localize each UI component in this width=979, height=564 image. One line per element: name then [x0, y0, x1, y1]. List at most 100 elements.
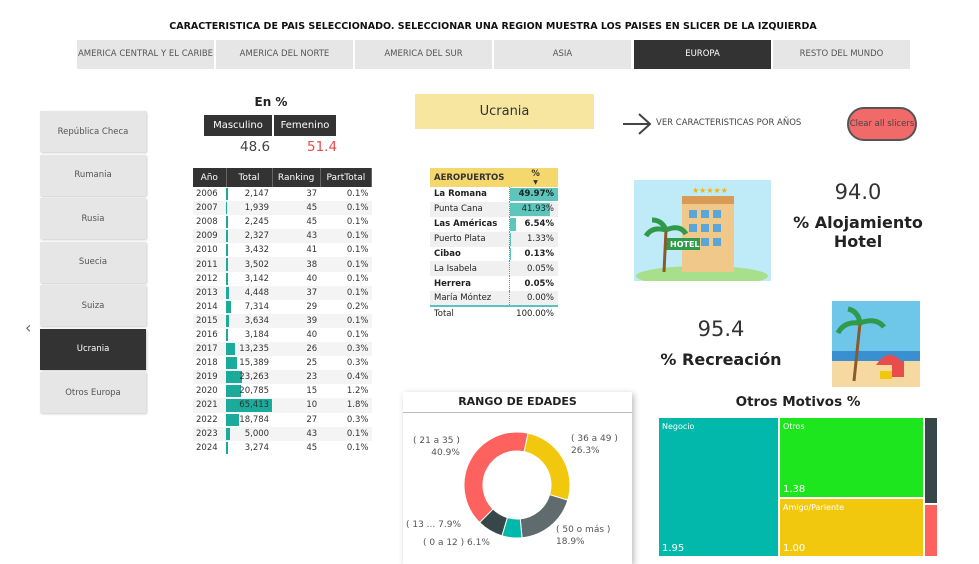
cell: 40 — [306, 329, 318, 340]
cell: 2014 — [196, 301, 218, 312]
cell: 1.2% — [346, 386, 369, 397]
cell: 1.8% — [320, 398, 372, 413]
cell: 0.1% — [346, 245, 369, 256]
cell: 13,235 — [226, 342, 273, 357]
airports-header[interactable]: AEROPUERTOS — [430, 168, 510, 187]
airport-name: Puerto Plata — [430, 231, 510, 247]
column-header[interactable]: PartTotal — [320, 168, 373, 187]
cell: 41 — [306, 245, 318, 256]
region-tab[interactable]: AMERICA DEL SUR — [355, 40, 493, 69]
airport-name: Herrera — [434, 278, 471, 289]
total-databar — [226, 328, 229, 342]
gender-title: En % — [254, 95, 288, 109]
cell: 65,413 — [226, 398, 273, 413]
clear-all-slicers-button[interactable]: Clear all slicers — [847, 107, 917, 141]
country-slicer-item[interactable]: Rumania — [40, 154, 146, 196]
cell: 0.3% — [346, 414, 369, 425]
cell: 0.3% — [346, 358, 369, 369]
region-tab[interactable]: AMERICA DEL NORTE — [216, 40, 354, 69]
table-row: 2021 65,413 10 1.8% — [193, 398, 372, 413]
table-row: 2014 7,314 29 0.2% — [193, 300, 372, 314]
cell: 2007 — [193, 201, 226, 216]
arrow-right-icon[interactable] — [621, 112, 653, 136]
country-slicer-item[interactable]: Rusia — [40, 198, 146, 239]
region-tab[interactable]: RESTO DEL MUNDO — [773, 40, 911, 69]
cell: 23 — [272, 370, 321, 385]
cell: 2020 — [196, 386, 218, 397]
total-label: Total — [430, 305, 510, 322]
cell: 3,502 — [226, 257, 273, 272]
hotel-kpi-value: 94.0 — [834, 180, 882, 204]
country-slicer-item[interactable]: República Checa — [40, 111, 146, 152]
donut-slice[interactable] — [463, 431, 529, 524]
cell: 38 — [272, 257, 321, 272]
donut-slice[interactable] — [523, 432, 571, 501]
age-chart-title: RANGO DE EDADES — [403, 392, 632, 413]
table-row: 2022 18,784 27 0.3% — [193, 413, 372, 427]
total-databar — [226, 343, 236, 356]
cell: 2015 — [193, 313, 226, 328]
total-databar — [226, 216, 228, 229]
hotel-kpi-label: % Alojamiento Hotel — [793, 213, 923, 251]
country-slicer-item[interactable]: Ucrania — [40, 328, 146, 370]
beach-illustration-icon — [832, 301, 920, 387]
column-header[interactable]: Año — [193, 168, 227, 187]
airport-name: La Romana — [434, 189, 487, 200]
cell: 0.2% — [346, 301, 369, 312]
percent-header[interactable]: % ▼ — [509, 168, 558, 187]
airport-percent: 0.00% — [508, 291, 558, 307]
cell: 2021 — [193, 398, 226, 413]
cell: 3,142 — [226, 272, 272, 286]
cell: 2006 — [196, 189, 218, 200]
airport-percent: 1.33% — [508, 231, 558, 247]
table-row: 2012 3,142 40 0.1% — [193, 272, 372, 286]
region-tab[interactable]: EUROPA — [634, 40, 772, 69]
column-header[interactable]: Total — [226, 168, 273, 187]
hotel-illustration-icon: ★★★★★ HOTEL — [634, 180, 771, 281]
airport-percent: 0.13% — [508, 246, 558, 262]
total-databar — [226, 300, 232, 313]
cell: 3,432 — [226, 243, 272, 257]
region-tab[interactable]: AMERICA CENTRAL Y EL CARIBE — [77, 40, 215, 69]
table-row: 2023 5,000 43 0.1% — [193, 426, 372, 441]
table-row: 2016 3,184 40 0.1% — [193, 328, 372, 342]
cell: 2019 — [193, 370, 226, 385]
cell: 0.4% — [320, 370, 372, 385]
total-databar — [226, 286, 230, 299]
country-slicer-item[interactable]: Suecia — [40, 241, 146, 283]
cell: 0.1% — [346, 442, 369, 453]
column-header[interactable]: Ranking — [272, 168, 321, 187]
treemap-otros[interactable]: Otros 1.38 — [779, 417, 924, 498]
view-by-years-link[interactable]: VER CARACTERISTICAS POR AÑOS — [656, 118, 802, 128]
table-row: La Romana 49.97% — [430, 187, 558, 202]
table-row: 2024 3,274 45 0.1% — [193, 441, 372, 455]
region-tab[interactable]: ASIA — [494, 40, 632, 69]
treemap-negocio[interactable]: Negocio 1.95 — [658, 417, 779, 557]
country-slicer-item[interactable]: Suiza — [40, 285, 146, 326]
total-databar — [226, 357, 237, 370]
table-row: 2010 3,432 41 0.1% — [193, 243, 372, 257]
table-row: 2015 3,634 39 0.1% — [193, 313, 372, 328]
table-row: 2008 2,245 45 0.1% — [193, 215, 372, 229]
treemap-other-dark[interactable] — [924, 417, 938, 504]
cell: 3,634 — [226, 313, 273, 328]
treemap-other-red[interactable] — [924, 504, 938, 557]
cell: 37 — [272, 285, 321, 300]
cell: 2,327 — [226, 229, 273, 244]
cell: 2011 — [193, 257, 226, 272]
total-databar — [226, 441, 229, 454]
country-slicer-item[interactable]: Otros Europa — [40, 372, 146, 413]
cell: 2,147 — [226, 187, 272, 201]
cell: 29 — [306, 301, 318, 312]
cell: 2017 — [193, 342, 226, 357]
total-databar — [226, 230, 228, 243]
selected-country-card: Ucrania — [415, 94, 594, 129]
chevron-left-icon[interactable]: ‹ — [25, 318, 32, 337]
cell: 2012 — [196, 273, 218, 284]
table-row: 2011 3,502 38 0.1% — [193, 257, 372, 272]
treemap-amigo-pariente[interactable]: Amigo/Pariente 1.00 — [779, 498, 924, 557]
airport-percent: 41.93% — [508, 201, 558, 217]
other-reasons-title: Otros Motivos % — [735, 394, 861, 410]
cell: 45 — [306, 217, 318, 228]
cell: 2009 — [193, 229, 226, 244]
